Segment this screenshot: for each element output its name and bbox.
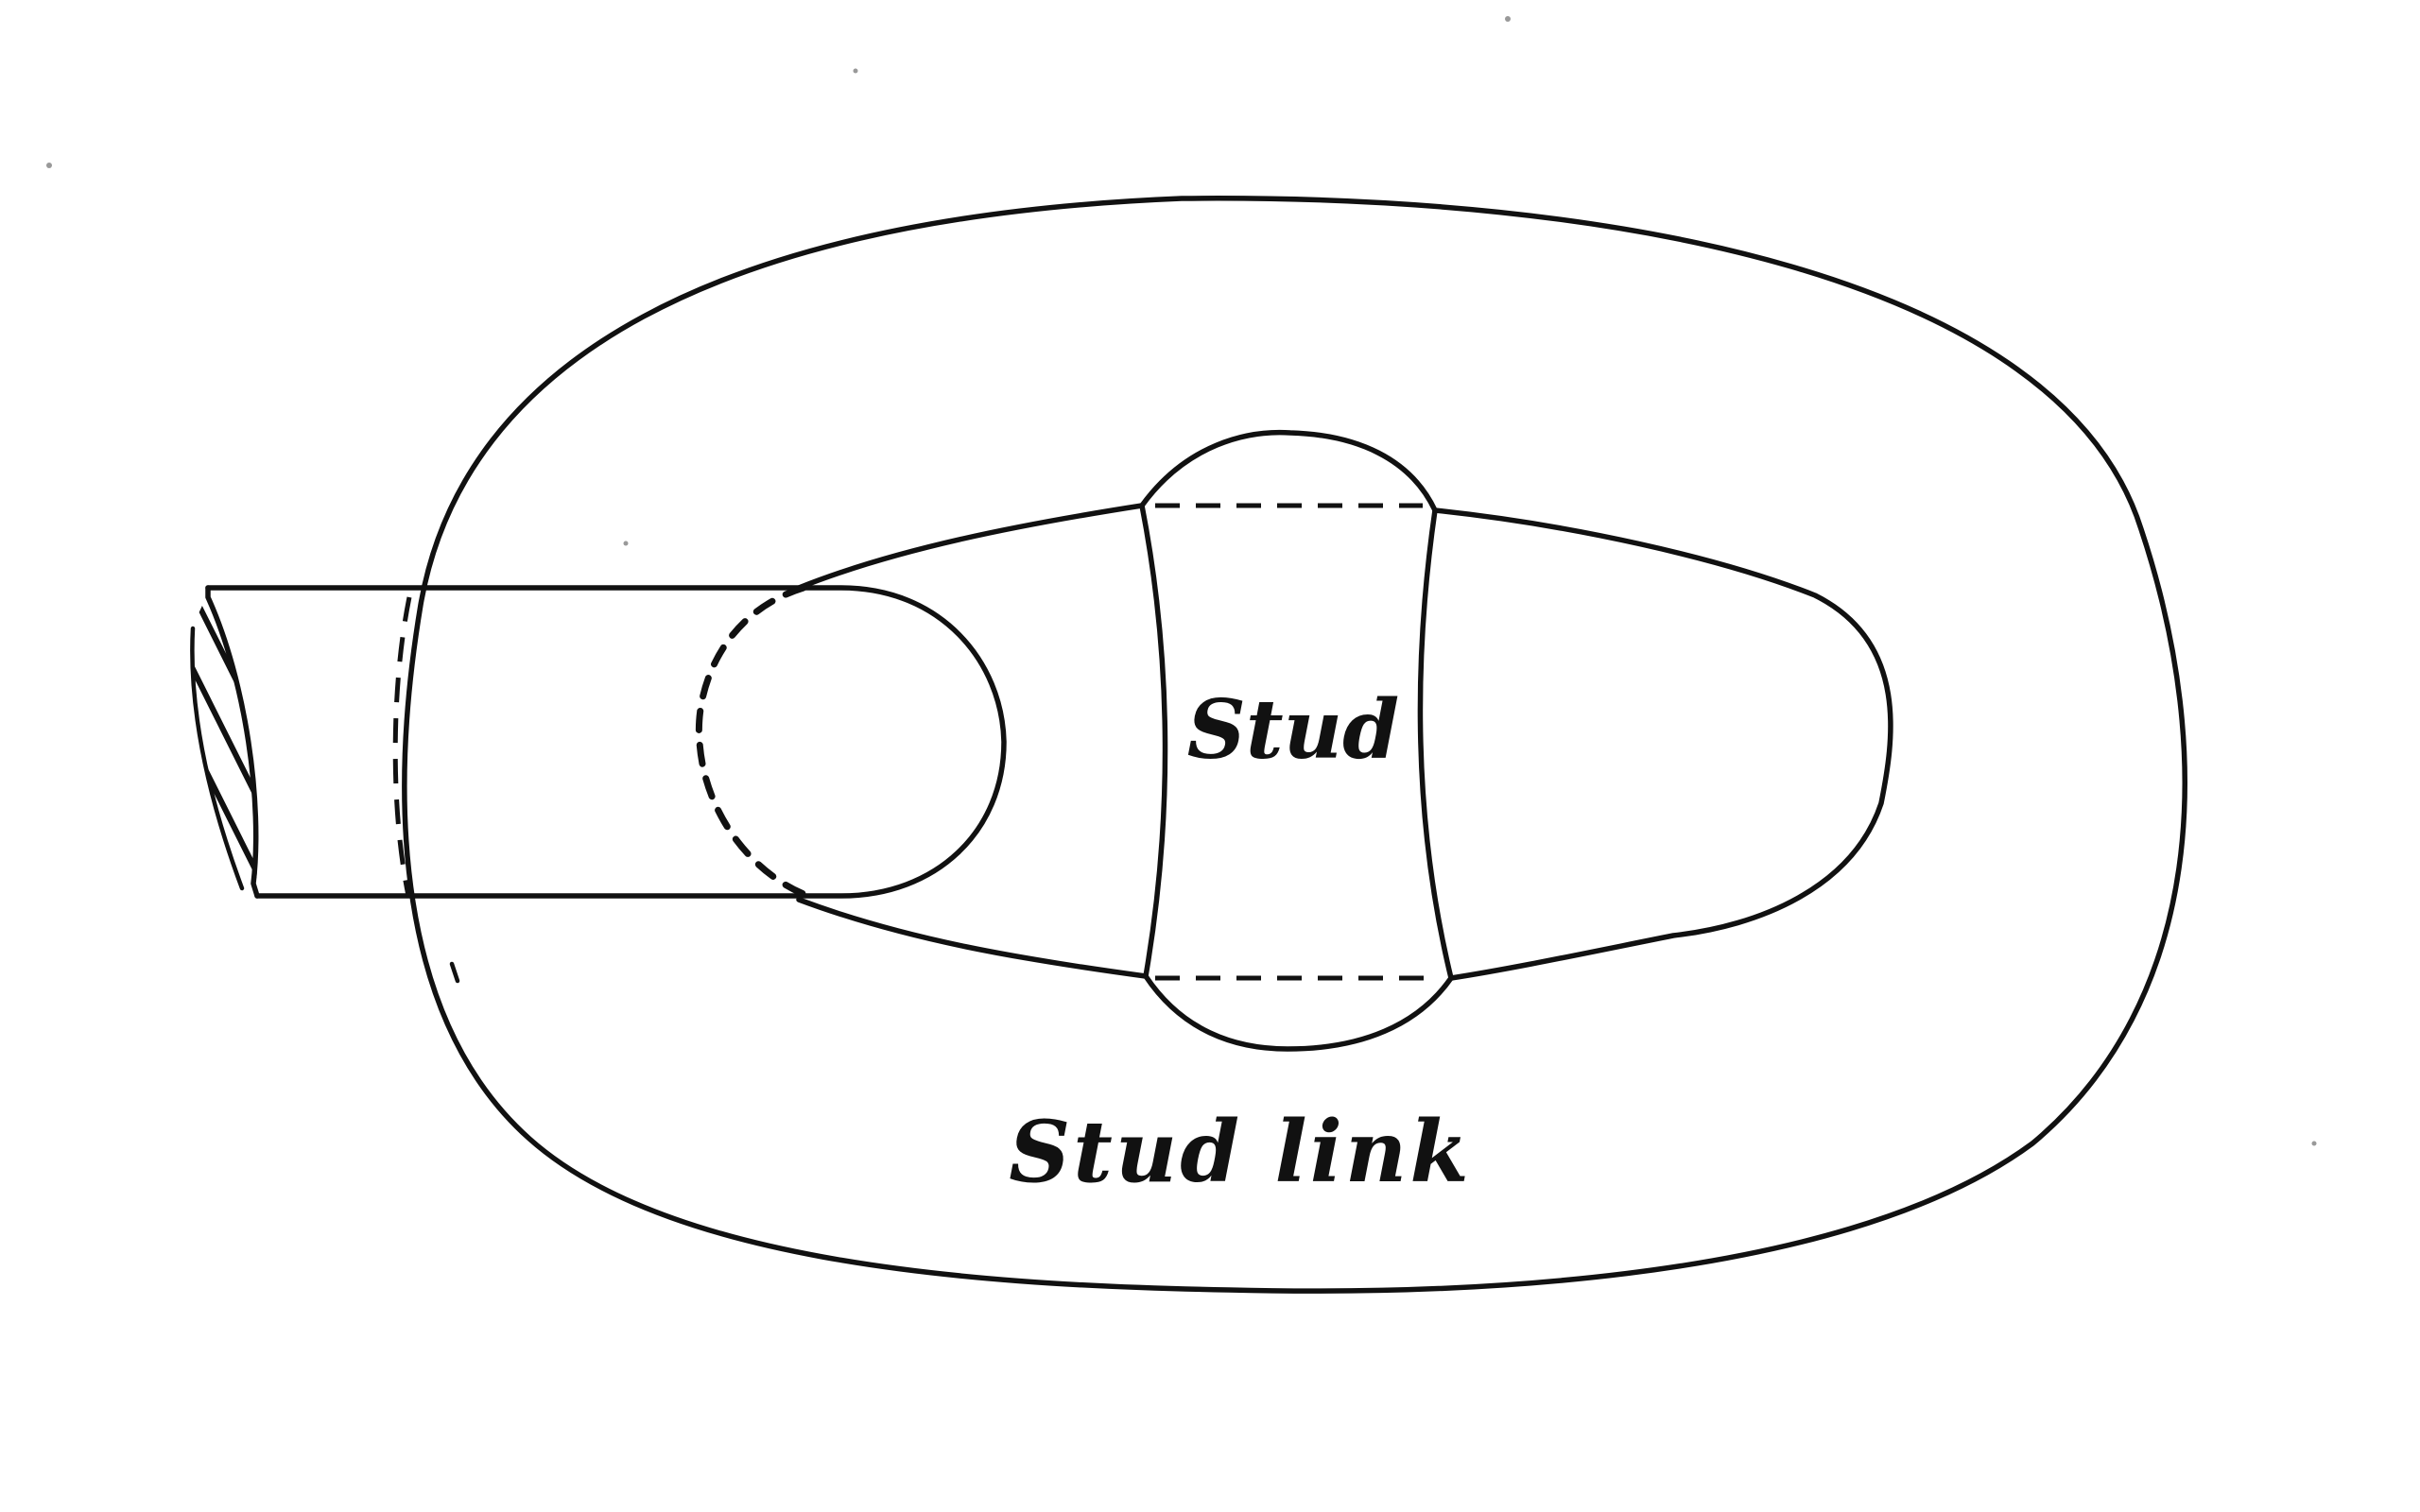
bar-hidden-end-arc	[695, 584, 812, 900]
outer-link-lower-tick	[449, 961, 460, 984]
outer-link-outline	[402, 196, 2187, 1294]
stud-label: Stud	[1187, 682, 1400, 778]
stud-bottom-cap	[1143, 973, 1454, 1052]
bar-cut-end	[205, 585, 260, 899]
stud-right-wall	[1417, 507, 1454, 981]
stud-link-label: Stud link	[1009, 1102, 1471, 1202]
stud-top-cap	[1139, 429, 1438, 513]
bar-cut-end-back-edge	[190, 626, 245, 891]
stud-left-wall	[1139, 503, 1168, 979]
inner-opening-left	[796, 503, 1149, 979]
outer-link-hidden-arc	[392, 596, 412, 897]
connecting-link-bar	[205, 585, 1007, 899]
inner-opening-right	[1432, 507, 1893, 981]
paper-specks	[46, 16, 2317, 1146]
